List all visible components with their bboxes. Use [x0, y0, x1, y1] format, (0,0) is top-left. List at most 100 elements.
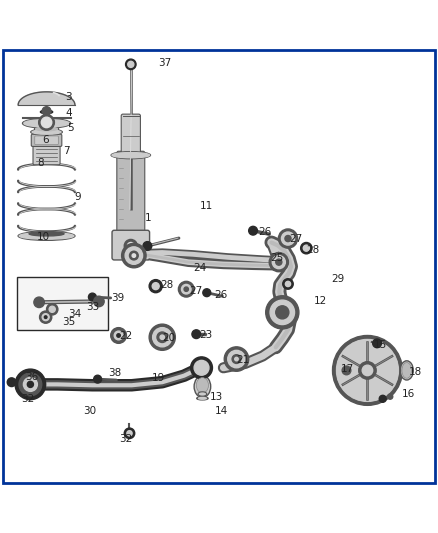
Circle shape	[39, 311, 52, 323]
Ellipse shape	[24, 119, 69, 127]
Circle shape	[178, 281, 194, 297]
Ellipse shape	[112, 152, 150, 158]
Circle shape	[160, 335, 164, 340]
Text: 35: 35	[62, 317, 75, 327]
Circle shape	[44, 316, 47, 318]
Circle shape	[111, 328, 127, 343]
Circle shape	[342, 366, 351, 375]
Circle shape	[149, 324, 175, 350]
Circle shape	[359, 362, 376, 379]
FancyBboxPatch shape	[117, 151, 145, 236]
Ellipse shape	[35, 127, 57, 131]
Text: 10: 10	[37, 232, 50, 242]
Text: 13: 13	[209, 392, 223, 402]
Circle shape	[269, 253, 288, 272]
FancyBboxPatch shape	[31, 134, 62, 147]
Circle shape	[122, 244, 146, 268]
Text: 24: 24	[194, 263, 207, 273]
Circle shape	[126, 59, 136, 70]
Circle shape	[42, 313, 49, 321]
Circle shape	[152, 328, 172, 347]
Ellipse shape	[194, 376, 211, 398]
Circle shape	[276, 306, 289, 319]
Text: 28: 28	[160, 280, 173, 290]
Circle shape	[235, 357, 238, 361]
Ellipse shape	[198, 392, 207, 396]
Circle shape	[88, 293, 96, 301]
Text: 23: 23	[199, 330, 212, 341]
Text: 17: 17	[341, 364, 354, 374]
Circle shape	[228, 350, 245, 368]
Text: 22: 22	[120, 332, 133, 341]
Text: 37: 37	[158, 59, 171, 68]
Circle shape	[130, 251, 138, 260]
Text: 34: 34	[68, 309, 81, 319]
Ellipse shape	[198, 398, 206, 399]
FancyBboxPatch shape	[121, 114, 141, 155]
Circle shape	[279, 229, 297, 248]
Text: 12: 12	[314, 296, 328, 306]
Circle shape	[94, 296, 104, 306]
Ellipse shape	[40, 110, 53, 114]
Text: 20: 20	[162, 333, 175, 343]
Circle shape	[285, 236, 291, 241]
Circle shape	[192, 330, 201, 338]
Circle shape	[132, 254, 136, 257]
Circle shape	[224, 347, 249, 372]
Polygon shape	[18, 92, 75, 105]
FancyBboxPatch shape	[35, 136, 58, 144]
Ellipse shape	[32, 130, 61, 134]
Circle shape	[114, 331, 123, 340]
Circle shape	[336, 339, 399, 402]
Text: 3: 3	[65, 92, 72, 102]
Circle shape	[125, 247, 143, 264]
Circle shape	[332, 335, 403, 405]
Circle shape	[117, 334, 120, 337]
Circle shape	[15, 369, 46, 400]
Ellipse shape	[31, 129, 62, 135]
Text: 21: 21	[237, 356, 250, 365]
Ellipse shape	[196, 377, 208, 393]
Text: 25: 25	[271, 253, 284, 263]
FancyBboxPatch shape	[33, 144, 60, 165]
Bar	[17, 277, 108, 330]
Circle shape	[276, 259, 282, 265]
Text: 33: 33	[86, 302, 99, 312]
Circle shape	[127, 431, 132, 436]
Circle shape	[339, 362, 354, 378]
Text: 29: 29	[331, 274, 344, 284]
Text: 39: 39	[111, 293, 124, 303]
Circle shape	[128, 61, 134, 67]
Text: 26: 26	[258, 227, 272, 237]
Text: 30: 30	[84, 407, 97, 416]
Text: 19: 19	[151, 373, 165, 383]
Text: 8: 8	[37, 158, 43, 168]
Circle shape	[124, 428, 135, 439]
Circle shape	[249, 227, 258, 235]
Text: 14: 14	[215, 406, 228, 416]
Circle shape	[34, 297, 44, 308]
Circle shape	[124, 239, 138, 253]
Text: 11: 11	[200, 201, 213, 211]
Ellipse shape	[22, 118, 71, 128]
Circle shape	[23, 377, 37, 391]
Circle shape	[46, 304, 58, 315]
Circle shape	[184, 287, 188, 292]
Text: 15: 15	[374, 340, 387, 350]
Circle shape	[49, 306, 55, 312]
Circle shape	[272, 256, 286, 269]
Circle shape	[194, 360, 209, 375]
FancyBboxPatch shape	[340, 364, 369, 377]
FancyBboxPatch shape	[112, 230, 150, 260]
Text: 26: 26	[215, 290, 228, 300]
Text: 38: 38	[108, 368, 121, 378]
Circle shape	[362, 365, 373, 376]
Circle shape	[266, 296, 299, 329]
Circle shape	[157, 332, 167, 343]
Circle shape	[270, 300, 294, 325]
Circle shape	[300, 243, 312, 254]
Circle shape	[283, 279, 293, 289]
Text: 36: 36	[25, 372, 38, 382]
Circle shape	[27, 381, 33, 387]
Circle shape	[149, 280, 162, 293]
